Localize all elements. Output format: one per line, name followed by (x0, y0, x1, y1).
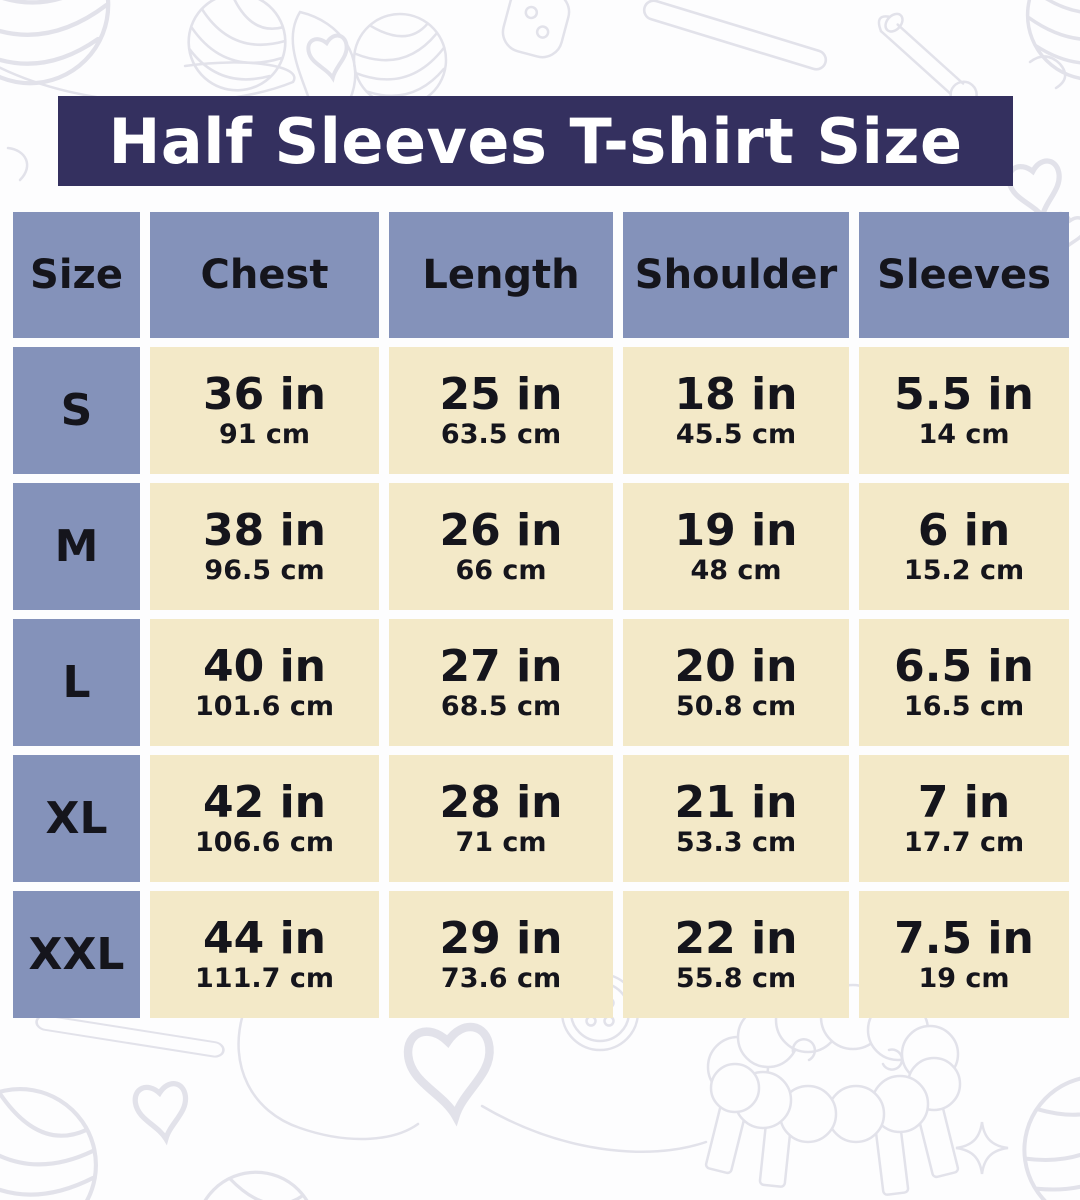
inches-value: 7 in (917, 776, 1011, 828)
heart-icon (133, 1082, 190, 1142)
thread-icon (1028, 55, 1067, 90)
cm-value: 45.5 cm (675, 418, 797, 450)
thread-icon (480, 1104, 708, 1154)
yarn-ball-icon (1025, 0, 1080, 82)
measurement-cell: 22 in 55.8 cm (623, 891, 849, 1018)
cm-value: 96.5 cm (204, 554, 325, 586)
cm-value: 101.6 cm (195, 690, 334, 722)
cm-value: 55.8 cm (675, 962, 797, 994)
cm-value: 111.7 cm (195, 962, 334, 994)
cm-value: 48 cm (690, 554, 782, 586)
measurement-cell: 29 in 73.6 cm (389, 891, 613, 1018)
cm-value: 15.2 cm (903, 554, 1025, 586)
measurement-cell: 38 in 96.5 cm (150, 483, 379, 610)
measurement-cell: 42 in 106.6 cm (150, 755, 379, 882)
measurement-cell: 20 in 50.8 cm (623, 619, 849, 746)
button-icon (497, 0, 575, 63)
cm-value: 91 cm (218, 418, 311, 450)
measurement-cell: 44 in 111.7 cm (150, 891, 379, 1018)
knitting-needle-icon (34, 1012, 226, 1060)
page-title: Half Sleeves T-shirt Size (108, 104, 963, 178)
cm-value: 14 cm (918, 418, 1010, 450)
cm-value: 16.5 cm (903, 690, 1025, 722)
inches-value: 27 in (439, 640, 563, 692)
inches-value: 42 in (203, 776, 326, 828)
column-header-chest: Chest (150, 212, 379, 338)
measurement-cell: 26 in 66 cm (389, 483, 613, 610)
inches-value: 5.5 in (894, 368, 1034, 420)
measurement-cell: 6 in 15.2 cm (859, 483, 1069, 610)
cm-value: 63.5 cm (440, 418, 562, 450)
measurement-cell: 21 in 53.3 cm (623, 755, 849, 882)
inches-value: 22 in (674, 912, 798, 964)
row-size-label-xl: XL (13, 755, 140, 882)
column-header-sleeves: Sleeves (859, 212, 1069, 338)
inches-value: 20 in (674, 640, 798, 692)
cm-value: 73.6 cm (440, 962, 562, 994)
row-size-label-s: S (13, 347, 140, 474)
inches-value: 44 in (203, 912, 326, 964)
inches-value: 28 in (439, 776, 563, 828)
measurement-cell: 36 in 91 cm (150, 347, 379, 474)
cm-value: 17.7 cm (903, 826, 1025, 858)
inches-value: 19 in (674, 504, 798, 556)
row-size-label-m: M (13, 483, 140, 610)
yarn-ball-icon (0, 0, 108, 83)
row-size-label-xxl: XXL (13, 891, 140, 1018)
measurement-cell: 19 in 48 cm (623, 483, 849, 610)
cm-value: 66 cm (455, 554, 547, 586)
inches-value: 26 in (439, 504, 563, 556)
row-size-label-l: L (13, 619, 140, 746)
yarn-ball-icon (173, 0, 301, 106)
cm-value: 71 cm (455, 826, 547, 858)
cm-value: 68.5 cm (440, 690, 562, 722)
inches-value: 25 in (439, 368, 563, 420)
inches-value: 36 in (203, 368, 326, 420)
measurement-cell: 7 in 17.7 cm (859, 755, 1069, 882)
heart-icon (307, 34, 352, 81)
cm-value: 106.6 cm (195, 826, 334, 858)
inches-value: 18 in (674, 368, 798, 420)
measurement-cell: 25 in 63.5 cm (389, 347, 613, 474)
measurement-cell: 7.5 in 19 cm (859, 891, 1069, 1018)
inches-value: 7.5 in (894, 912, 1034, 964)
cm-value: 53.3 cm (675, 826, 797, 858)
measurement-cell: 5.5 in 14 cm (859, 347, 1069, 474)
measurement-cell: 18 in 45.5 cm (623, 347, 849, 474)
knitting-needle-icon (640, 0, 830, 73)
column-header-size: Size (13, 212, 140, 338)
column-header-length: Length (389, 212, 613, 338)
column-header-shoulder: Shoulder (623, 212, 849, 338)
sparkle-icon (954, 1120, 1010, 1176)
inches-value: 40 in (203, 640, 326, 692)
yarn-ball-icon (0, 1077, 108, 1200)
yarn-ball-icon (194, 1170, 318, 1200)
measurement-cell: 27 in 68.5 cm (389, 619, 613, 746)
sock-icon (291, 10, 357, 110)
title-bar: Half Sleeves T-shirt Size (58, 96, 1013, 186)
cm-value: 19 cm (918, 962, 1010, 994)
measurement-cell: 40 in 101.6 cm (150, 619, 379, 746)
yarn-ball-icon (997, 1049, 1080, 1200)
cm-value: 50.8 cm (675, 690, 797, 722)
measurement-cell: 6.5 in 16.5 cm (859, 619, 1069, 746)
thread-icon (6, 146, 29, 182)
inches-value: 29 in (439, 912, 563, 964)
inches-value: 6.5 in (894, 640, 1034, 692)
inches-value: 21 in (674, 776, 798, 828)
size-table: Size Chest Length Shoulder Sleeves S 36 in 91 c… (13, 212, 1069, 1018)
measurement-cell: 28 in 71 cm (389, 755, 613, 882)
thread-icon (237, 1012, 420, 1141)
inches-value: 38 in (203, 504, 326, 556)
inches-value: 6 in (917, 504, 1011, 556)
